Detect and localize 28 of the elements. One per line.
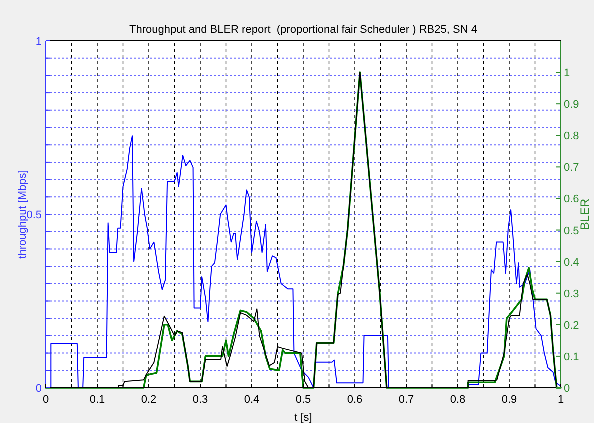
y2-tick-label: 1 (564, 68, 570, 80)
y2-tick-label: 0.1 (564, 351, 580, 364)
y-tick-label: 0 (36, 383, 42, 395)
y2-tick-label: 0.5 (564, 225, 580, 238)
y-tick-label: 1 (36, 36, 42, 48)
x-tick-label: 0.1 (90, 394, 106, 406)
y-axis-title: throughput [Mbps] (17, 170, 29, 259)
x-tick-label: 0.2 (141, 394, 157, 406)
y2-tick-label: 0.2 (564, 320, 580, 332)
x-tick-label: 0.7 (398, 394, 414, 406)
y2-tick-label: 0.3 (564, 288, 580, 300)
x-tick-label: 0.4 (244, 394, 260, 406)
x-tick-label: 0.9 (502, 394, 518, 406)
y-tick-label: 0.5 (26, 210, 42, 222)
y2-tick-label: 0.9 (564, 99, 580, 112)
y2-tick-label: 0.4 (564, 256, 580, 269)
y2-tick-label: 0 (564, 383, 570, 395)
x-tick-label: 0.3 (192, 394, 208, 406)
x-tick-label: 0.8 (450, 394, 466, 406)
chart-title: Throughput and BLER report (proportional fair Scheduler ) RB25, SN 4 (130, 24, 478, 36)
x-axis-title: t [s] (294, 412, 312, 423)
x-tick-label: 1 (558, 394, 564, 406)
x-tick-label: 0.5 (296, 394, 312, 406)
y2-axis-title: BLER (578, 198, 592, 230)
y2-tick-label: 0.6 (564, 194, 580, 206)
x-tick-label: 0.6 (347, 394, 363, 406)
y2-tick-label: 0.7 (564, 162, 580, 174)
y2-tick-label: 0.8 (564, 130, 580, 143)
